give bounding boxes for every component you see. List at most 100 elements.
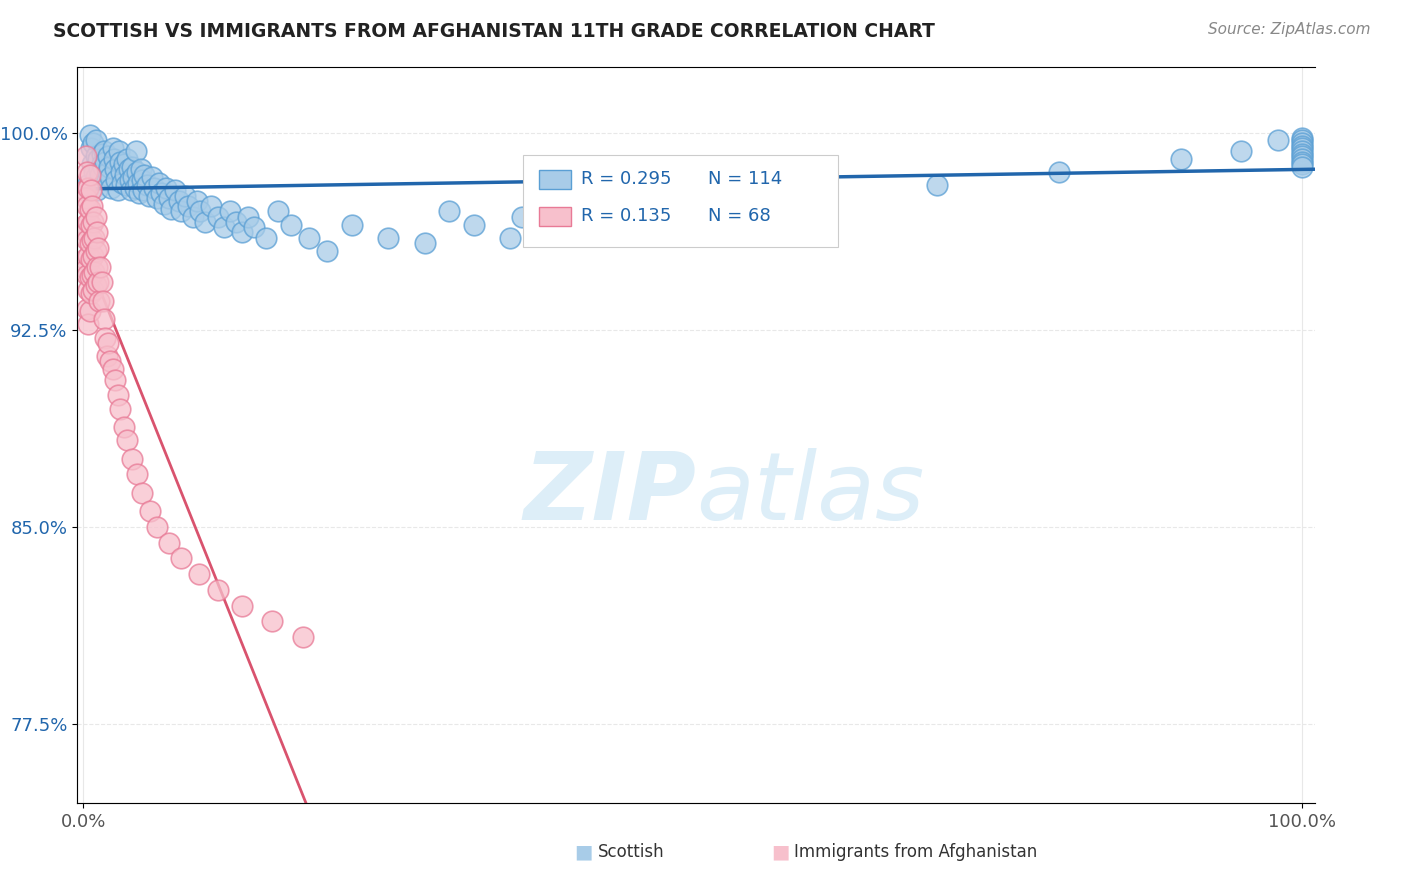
Point: [190, 204, 212, 219]
Point: [231, 226, 253, 240]
Point: [103, 152, 125, 166]
Point: [101, 141, 124, 155]
Point: [97, 165, 120, 179]
Point: [80, 268, 103, 282]
Point: [1291, 146, 1313, 161]
Point: [145, 520, 167, 534]
Point: [76, 301, 98, 316]
Point: [80, 252, 103, 266]
Point: [115, 178, 138, 193]
Point: [83, 231, 105, 245]
Point: [131, 485, 153, 500]
Point: [83, 165, 105, 179]
Point: [145, 191, 167, 205]
Point: [112, 420, 135, 434]
Point: [80, 233, 103, 247]
Point: [105, 173, 128, 187]
Point: [91, 160, 114, 174]
Point: [117, 162, 139, 177]
Text: Source: ZipAtlas.com: Source: ZipAtlas.com: [1208, 22, 1371, 37]
Point: [131, 173, 153, 187]
Point: [87, 241, 110, 255]
Point: [413, 235, 436, 250]
Point: [742, 204, 765, 219]
Point: [84, 170, 107, 185]
Point: [267, 204, 290, 219]
Point: [96, 349, 118, 363]
Point: [94, 154, 117, 169]
Point: [77, 283, 100, 297]
Point: [90, 157, 112, 171]
Point: [1291, 154, 1313, 169]
Point: [97, 335, 120, 350]
Text: ■: ■: [574, 842, 593, 862]
Point: [89, 168, 111, 182]
Point: [82, 215, 104, 229]
Point: [125, 165, 148, 179]
Point: [124, 181, 146, 195]
Point: [79, 168, 101, 182]
Point: [298, 231, 321, 245]
Point: [157, 535, 180, 549]
Point: [231, 599, 253, 613]
Point: [75, 149, 97, 163]
Point: [125, 144, 148, 158]
Point: [75, 262, 97, 277]
Point: [121, 451, 143, 466]
Point: [80, 183, 103, 197]
Point: [82, 283, 104, 297]
Point: [207, 210, 229, 224]
Text: Immigrants from Afghanistan: Immigrants from Afghanistan: [794, 843, 1038, 861]
Point: [107, 388, 129, 402]
Point: [79, 304, 101, 318]
Point: [86, 260, 108, 274]
Point: [925, 178, 948, 193]
Point: [89, 260, 111, 274]
Point: [437, 204, 460, 219]
Text: N = 68: N = 68: [709, 207, 770, 226]
Point: [79, 202, 101, 216]
Point: [73, 218, 96, 232]
Text: N = 114: N = 114: [709, 170, 783, 188]
Point: [463, 218, 485, 232]
Point: [114, 168, 136, 182]
Point: [181, 210, 204, 224]
Point: [1291, 131, 1313, 145]
Text: ■: ■: [770, 842, 790, 862]
Point: [98, 170, 121, 185]
Point: [291, 630, 314, 644]
Point: [1291, 152, 1313, 166]
Point: [96, 173, 118, 187]
Point: [79, 235, 101, 250]
Point: [117, 433, 139, 447]
Point: [80, 285, 103, 300]
Point: [1291, 141, 1313, 155]
Point: [243, 220, 266, 235]
Point: [1291, 138, 1313, 153]
Point: [82, 249, 104, 263]
Point: [1291, 136, 1313, 150]
Point: [121, 160, 143, 174]
Point: [117, 152, 139, 166]
Point: [97, 149, 120, 163]
Point: [75, 226, 97, 240]
Point: [84, 278, 107, 293]
Point: [93, 144, 115, 158]
Text: ZIP: ZIP: [523, 448, 696, 540]
Point: [77, 318, 100, 332]
Point: [83, 265, 105, 279]
Point: [100, 181, 122, 195]
Point: [160, 202, 183, 216]
FancyBboxPatch shape: [523, 155, 838, 247]
Point: [80, 218, 103, 232]
Point: [79, 128, 101, 143]
Point: [1047, 165, 1070, 179]
Point: [135, 178, 157, 193]
Text: R = 0.135: R = 0.135: [581, 207, 671, 226]
Point: [77, 215, 100, 229]
Point: [108, 401, 131, 416]
Point: [280, 218, 302, 232]
Point: [1291, 144, 1313, 158]
Point: [225, 215, 247, 229]
Point: [127, 176, 149, 190]
